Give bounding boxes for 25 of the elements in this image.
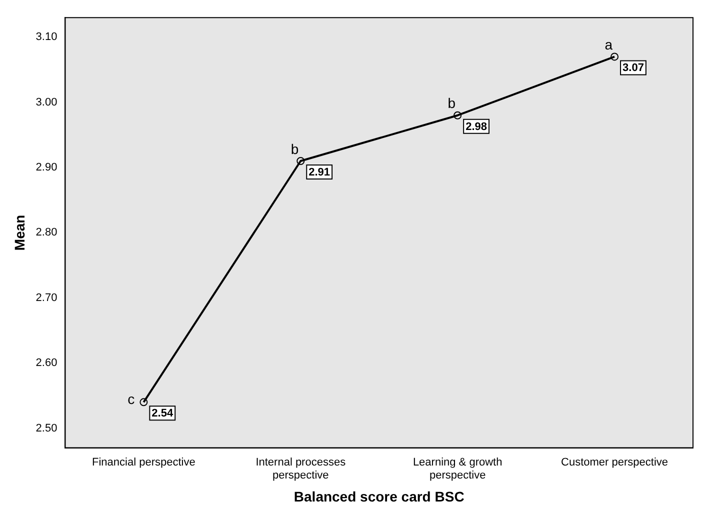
annotation: b [448,95,456,112]
y-tick-label: 2.90 [36,162,58,174]
data-label: 2.98 [466,120,487,133]
x-tick-label: Customer perspective [561,456,668,468]
y-tick-label: 2.60 [36,357,58,370]
y-tick-label: 2.70 [36,292,58,304]
point [610,52,619,61]
x-tick-label: Learning & growth perspective [412,456,502,482]
y-axis-title: Mean [11,214,28,251]
x-tick-label: Financial perspective [92,456,196,468]
y-tick-label: 3.00 [36,96,58,108]
annotation: a [604,36,613,53]
point [140,398,148,406]
y-tick-label: 2.80 [36,226,58,239]
data-label: 2.54 [152,408,174,420]
point [296,157,305,165]
y-tick-label: 3.10 [36,31,58,44]
data-label: 2.91 [308,166,330,179]
data-label: 3.07 [622,62,644,74]
point [454,111,462,120]
y-tick-label: 2.50 [36,422,58,434]
annotation: b [290,140,299,157]
annotation: c [128,391,135,408]
x-tick-label: Internal processes perspective [256,456,346,482]
x-axis-title: Balanced score card BSC [294,488,464,504]
